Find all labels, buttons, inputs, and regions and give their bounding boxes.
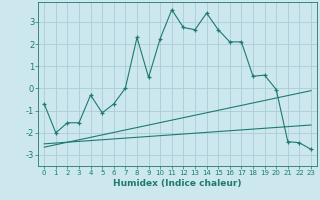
X-axis label: Humidex (Indice chaleur): Humidex (Indice chaleur) [113,179,242,188]
